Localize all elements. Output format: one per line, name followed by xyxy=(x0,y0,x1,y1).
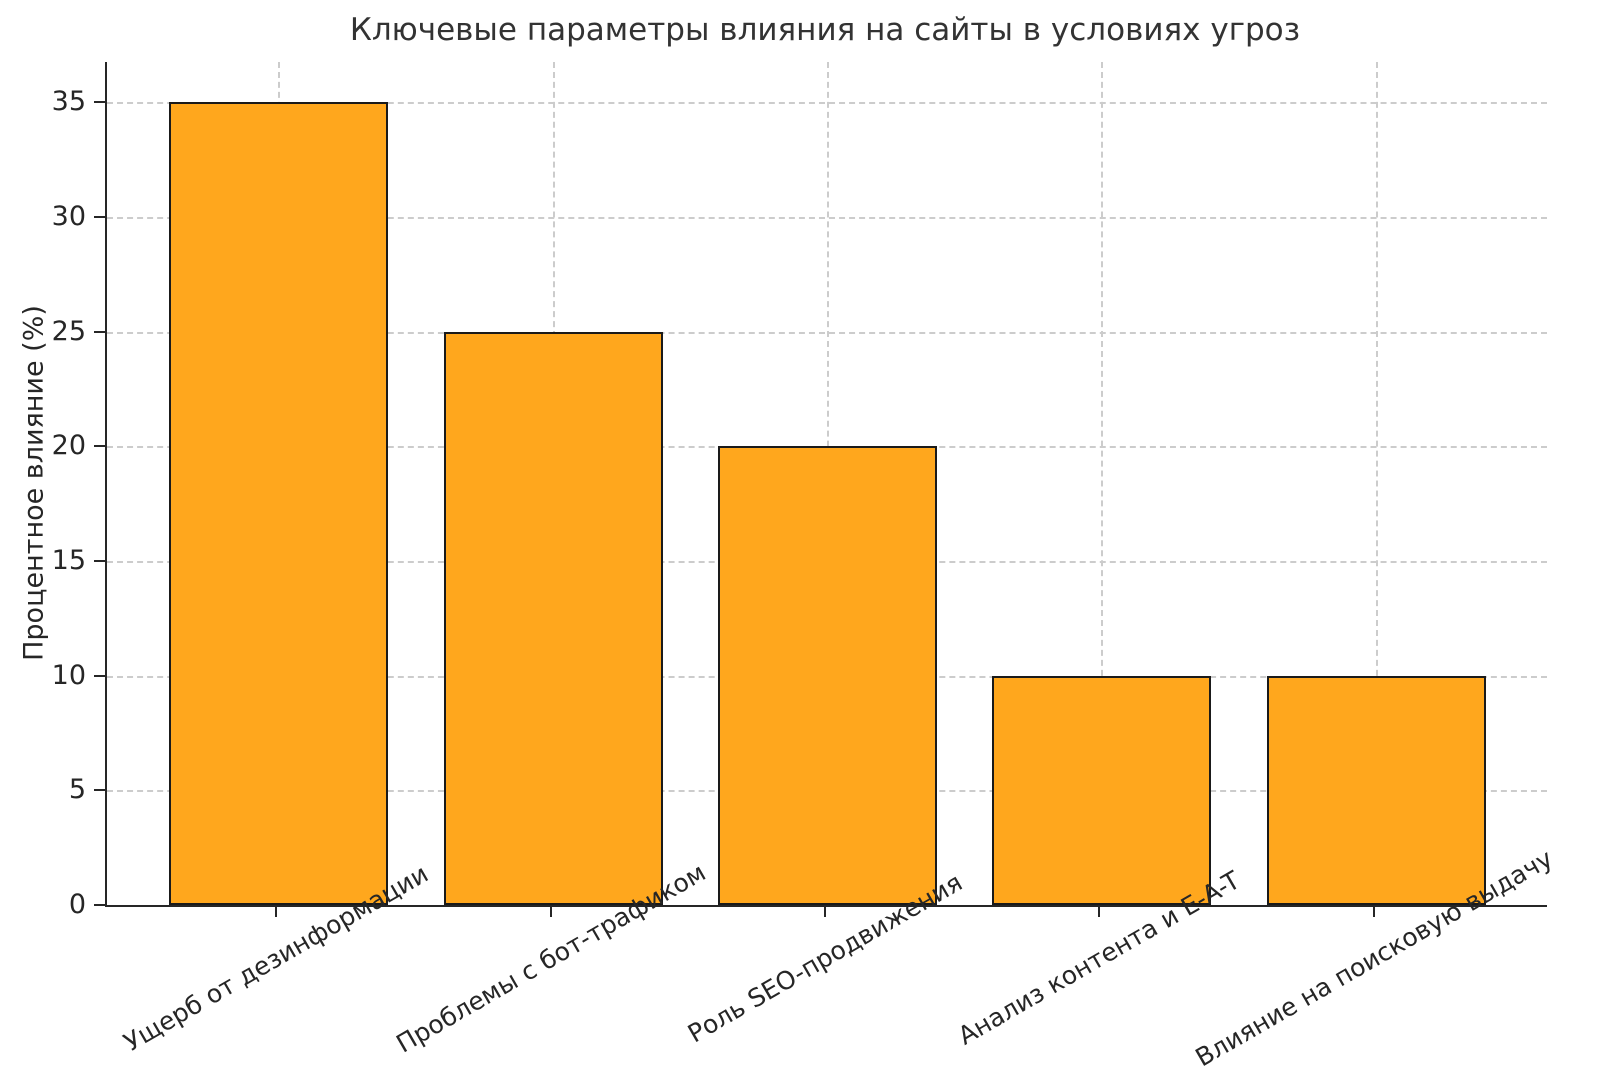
bar-0 xyxy=(168,102,388,905)
y-tick-mark-15 xyxy=(94,559,105,562)
y-tick-mark-20 xyxy=(94,445,105,448)
chart-title: Ключевые параметры влияния на сайты в ус… xyxy=(349,12,1301,48)
x-tick-mark-3 xyxy=(1098,907,1100,917)
y-tick-mark-35 xyxy=(94,101,105,104)
y-tick-label-5: 5 xyxy=(68,774,86,806)
bar-2 xyxy=(717,446,937,905)
y-tick-mark-25 xyxy=(94,330,105,333)
x-tick-mark-0 xyxy=(275,907,277,917)
y-tick-label-10: 10 xyxy=(51,659,86,691)
y-tick-mark-0 xyxy=(94,904,105,906)
y-tick-label-20: 20 xyxy=(51,430,86,462)
y-tick-label-30: 30 xyxy=(51,200,86,232)
bar-4 xyxy=(1266,675,1486,905)
x-tick-mark-4 xyxy=(1373,907,1375,917)
gridline-x-4 xyxy=(1376,62,1378,905)
y-tick-mark-10 xyxy=(94,674,105,677)
y-tick-label-25: 25 xyxy=(51,315,86,347)
y-tick-label-15: 15 xyxy=(51,544,86,576)
x-tick-mark-2 xyxy=(824,907,826,917)
bar-1 xyxy=(443,331,663,905)
y-tick-label-35: 35 xyxy=(51,86,86,118)
x-tick-mark-1 xyxy=(550,907,552,917)
y-tick-label-0: 0 xyxy=(68,889,86,920)
bar-3 xyxy=(991,675,1211,905)
plot-area xyxy=(105,62,1547,907)
y-tick-mark-5 xyxy=(94,789,105,792)
y-axis-label: Процентное влияние (%) xyxy=(18,305,50,661)
y-tick-mark-30 xyxy=(94,215,105,218)
gridline-x-3 xyxy=(1101,62,1103,905)
